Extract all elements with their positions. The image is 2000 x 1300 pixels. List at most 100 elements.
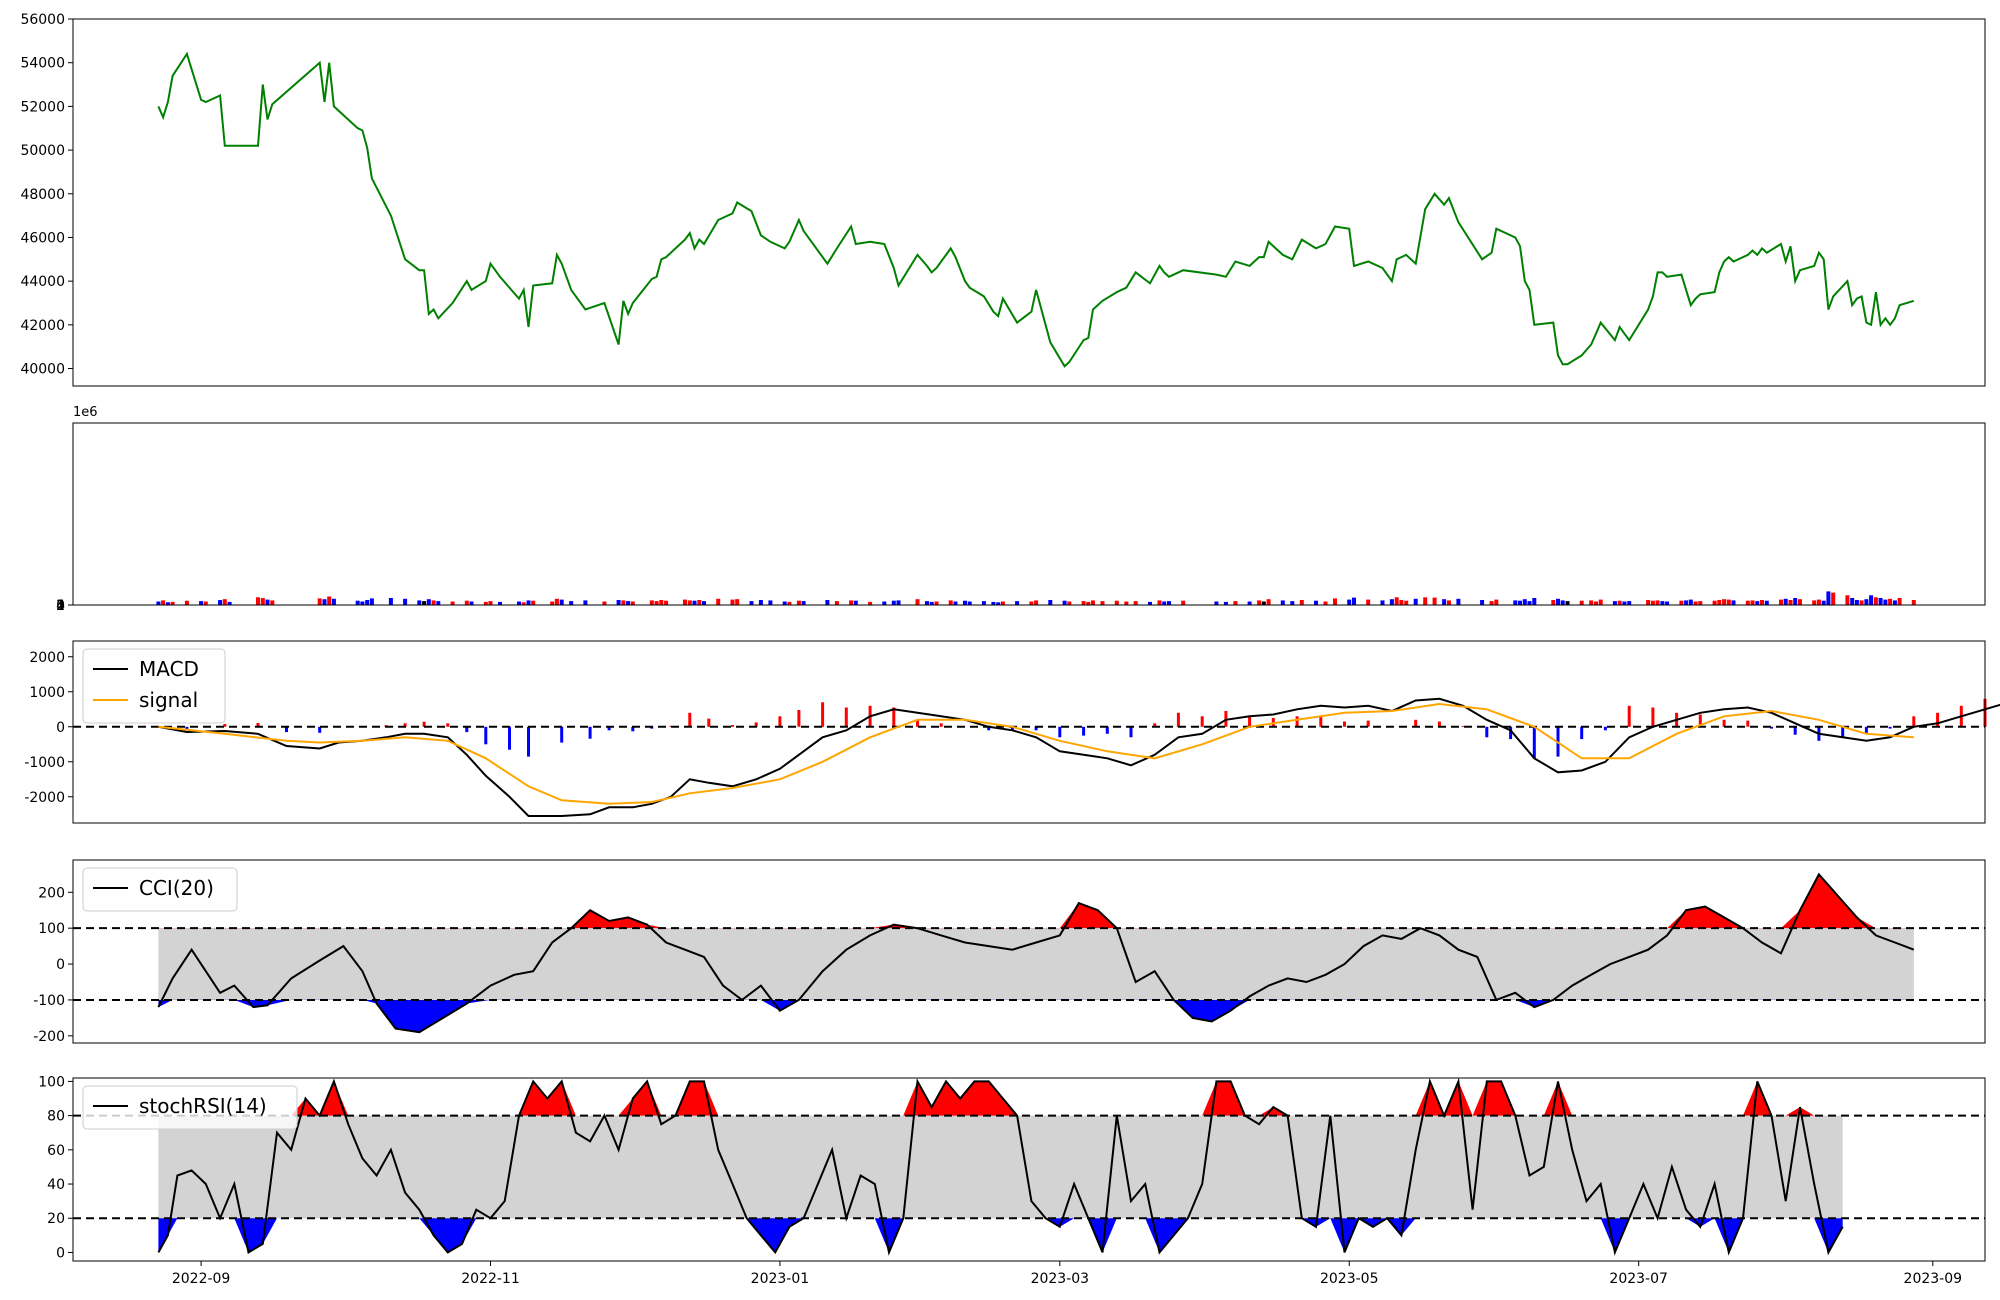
volume-bar [758, 600, 763, 605]
macd-histogram-bar [465, 726, 469, 733]
volume-bar [996, 602, 1001, 605]
volume-bar [1883, 599, 1888, 605]
volume-bar [222, 599, 227, 605]
stochrsi-ytick-label: 80 [47, 1109, 65, 1125]
volume-bar [1446, 600, 1451, 605]
volume-bar [165, 602, 170, 605]
volume-bar [1532, 598, 1537, 605]
macd-histogram-bar [1770, 726, 1773, 729]
macd-histogram-bar [318, 726, 322, 733]
x-tick-label: 2022-09 [172, 1271, 231, 1287]
macd-line [158, 697, 2000, 817]
macd-histogram-bar [1248, 716, 1252, 727]
volume-bar [1665, 601, 1670, 605]
macd-histogram-bar [1082, 726, 1086, 736]
volume-bar [925, 601, 929, 605]
volume-bar [1480, 600, 1485, 605]
macd-histogram-bar [256, 723, 260, 727]
macd-histogram-bar [631, 726, 635, 732]
volume-ytick-label: 0 [56, 598, 65, 614]
legend-label: stochRSI(14) [139, 1094, 267, 1118]
macd-ytick-label: -2000 [24, 790, 65, 806]
cci-ytick-label: -100 [33, 993, 65, 1009]
volume-bar [1869, 595, 1874, 605]
volume-bar [1380, 600, 1385, 605]
volume-bar [1323, 601, 1328, 605]
volume-bar [554, 598, 559, 605]
cci-neutral-band [158, 928, 1914, 1000]
volume-bar [787, 601, 792, 605]
macd-histogram-bar [939, 723, 943, 727]
volume-bar [1034, 600, 1039, 605]
volume-bar [664, 600, 669, 605]
volume-bar [1257, 600, 1262, 605]
macd-histogram-bar [1936, 712, 1940, 727]
volume-bar [1589, 600, 1594, 605]
volume-bar [991, 601, 996, 605]
volume-bar [227, 601, 232, 605]
macd-histogram-bar [1034, 726, 1038, 731]
macd-histogram-bar [285, 726, 288, 733]
volume-bar [199, 601, 204, 605]
volume-bar [1646, 600, 1651, 605]
volume-bar [1911, 600, 1916, 605]
macd-histogram-bar [1841, 726, 1845, 738]
volume-bar [1731, 600, 1736, 605]
volume-bar [1214, 601, 1219, 605]
volume-bar [1352, 597, 1356, 605]
macd-histogram-bar [1319, 716, 1323, 727]
volume-bar [327, 596, 332, 605]
volume-bar [1779, 599, 1783, 605]
cci-line [157, 872, 1915, 1034]
volume-bar [1333, 598, 1337, 605]
stochrsi-neutral-band [158, 1115, 1843, 1219]
legend-box [82, 1085, 298, 1130]
volume-bar [1897, 598, 1902, 605]
macd-axes-frame [72, 640, 1986, 824]
volume-bar [981, 601, 986, 605]
volume-bar [170, 601, 175, 605]
volume-bar [203, 601, 208, 605]
volume-bar [1850, 598, 1855, 605]
macd-histogram-bar [1580, 726, 1584, 740]
volume-bar [526, 600, 531, 605]
macd-ytick-label: 2000 [29, 650, 65, 666]
volume-bar [1513, 600, 1518, 605]
price-ytick-label: 42000 [20, 318, 65, 334]
macd-histogram-bar [1200, 716, 1204, 727]
cci-oversold-fill [158, 999, 1914, 1033]
volume-bar [683, 599, 687, 605]
volume-bar [521, 602, 526, 605]
volume-bar [1347, 599, 1352, 605]
volume-bar [1888, 598, 1893, 605]
volume-bar [1854, 600, 1859, 605]
volume-bar [659, 600, 664, 605]
volume-bar [156, 601, 161, 605]
macd-histogram-bar [185, 726, 189, 730]
volume-ytick-label: 4 [56, 598, 65, 614]
macd-histogram-bar [1793, 726, 1797, 735]
macd-histogram-bar [1651, 707, 1655, 727]
volume-bar [891, 600, 896, 605]
volume-bar [450, 601, 455, 605]
volume-bar [388, 598, 393, 605]
macd-histogram-bar [1105, 726, 1109, 734]
volume-bar [716, 598, 721, 605]
price-axes-frame [72, 18, 1986, 387]
volume-bar [417, 600, 422, 605]
volume-bar [469, 601, 474, 605]
volume-bar [1067, 601, 1072, 605]
price-line [157, 51, 1915, 368]
macd-histogram-bar [527, 726, 530, 757]
volume-bar [1598, 599, 1603, 605]
stochrsi-ytick-label: 100 [38, 1074, 65, 1090]
volume-bar [948, 600, 953, 605]
stochrsi-ytick-label: 60 [47, 1143, 65, 1159]
volume-bar [1114, 600, 1119, 605]
volume-bar [1831, 592, 1836, 605]
macd-histogram-bar [1912, 716, 1916, 727]
cci-ytick-label: -200 [33, 1029, 65, 1045]
volume-bar [1722, 599, 1727, 605]
price-ytick-label: 48000 [20, 187, 65, 203]
cci-ytick-label: 0 [56, 957, 65, 973]
